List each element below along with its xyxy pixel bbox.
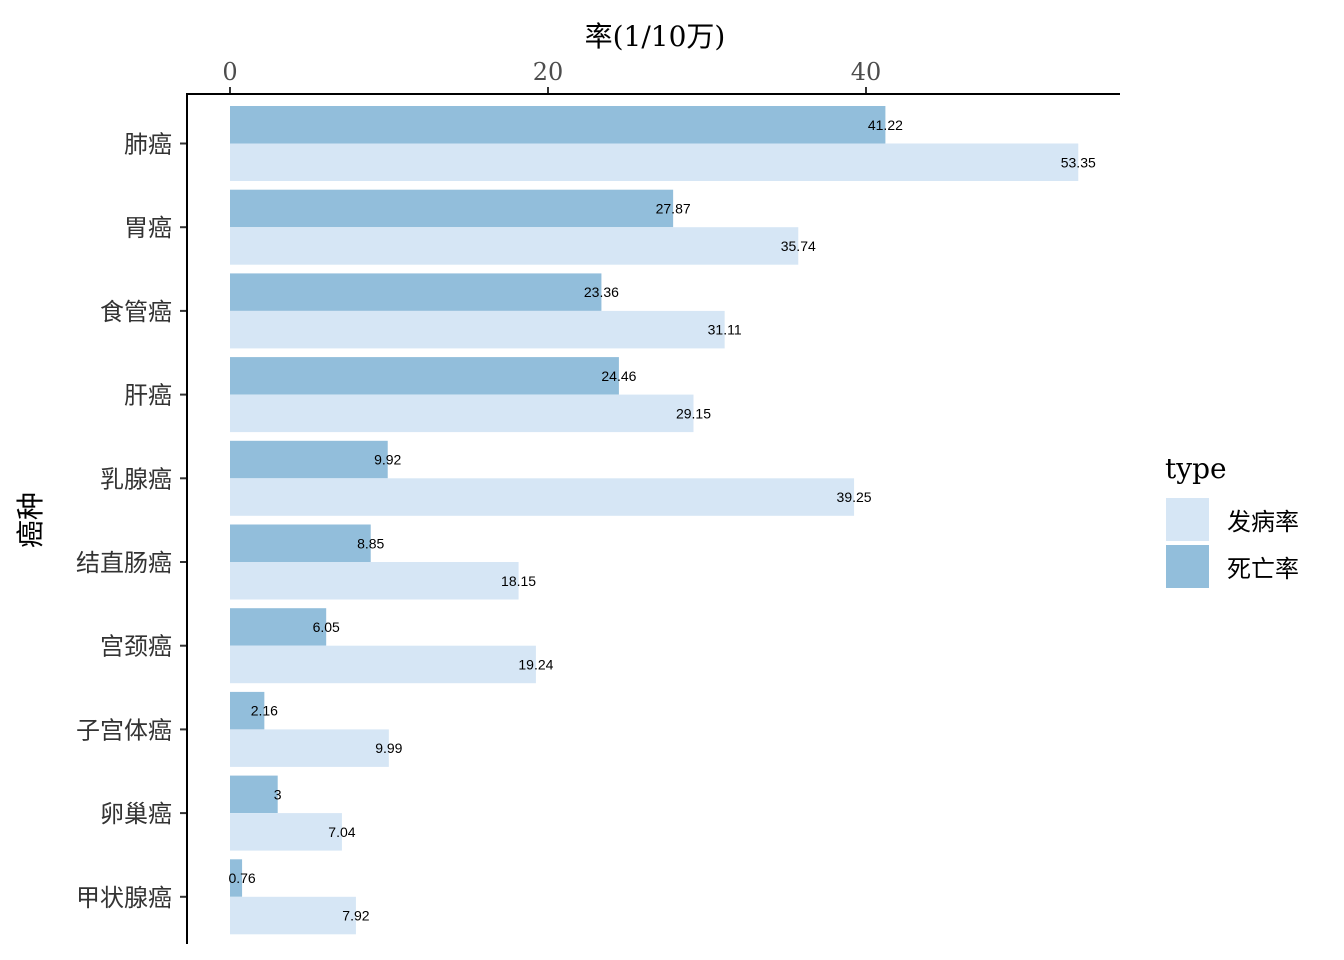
bar-incidence: [230, 310, 725, 349]
data-label-incidence: 31.11: [708, 322, 742, 338]
bar-incidence: [230, 645, 536, 684]
bar-mortality: [230, 106, 886, 144]
data-label-mortality: 3: [274, 786, 282, 802]
x-tick-label: 40: [851, 58, 882, 86]
data-label-mortality: 0.76: [228, 870, 255, 886]
bar-mortality: [230, 189, 674, 228]
category-label: 结直肠癌: [76, 549, 172, 577]
y-axis-title: 癌种: [14, 492, 47, 548]
category-label: 宫颈癌: [100, 633, 172, 661]
bar-mortality: [230, 357, 619, 395]
bar-incidence: [230, 896, 356, 935]
data-label-incidence: 35.74: [781, 238, 816, 254]
legend-swatch-incidence: [1166, 498, 1209, 541]
data-label-incidence: 19.24: [518, 656, 553, 672]
data-label-incidence: 7.04: [328, 824, 355, 840]
bar-incidence: [230, 227, 799, 265]
data-label-mortality: 41.22: [868, 117, 903, 133]
data-label-mortality: 23.36: [584, 284, 619, 300]
data-label-incidence: 9.99: [375, 740, 402, 756]
data-label-mortality: 8.85: [357, 535, 384, 551]
legend-swatch-mortality: [1166, 545, 1209, 588]
category-label: 肝癌: [124, 382, 172, 410]
category-label: 卵巢癌: [100, 800, 172, 828]
legend-title: type: [1165, 452, 1227, 485]
data-label-mortality: 9.92: [374, 452, 401, 468]
legend: type 发病率 死亡率: [1165, 452, 1299, 588]
x-tick-label: 0: [222, 58, 237, 86]
bar-mortality: [230, 273, 602, 311]
bar-mortality: [230, 691, 265, 730]
bar-mortality: [230, 440, 388, 479]
data-label-mortality: 2.16: [251, 703, 278, 719]
data-label-mortality: 24.46: [601, 368, 636, 384]
bars: [230, 106, 1079, 935]
category-label: 甲状腺癌: [76, 884, 172, 912]
bar-incidence: [230, 562, 519, 600]
data-label-incidence: 53.35: [1061, 154, 1096, 170]
data-label-incidence: 39.25: [837, 489, 872, 505]
x-axis-title: 率(1/10万): [585, 20, 726, 53]
data-labels: 41.22 53.35 27.87 35.74 23.36 31.11 24.46 29.15…: [228, 117, 1096, 924]
legend-label-mortality: 死亡率: [1227, 555, 1299, 583]
data-label-mortality: 6.05: [313, 619, 340, 635]
category-label: 乳腺癌: [100, 465, 172, 493]
x-axis-ticks: 0 20 40: [222, 58, 881, 94]
bar-incidence: [230, 729, 389, 767]
bar-mortality: [230, 524, 371, 562]
legend-label-incidence: 发病率: [1227, 508, 1299, 536]
bar-mortality: [230, 775, 278, 814]
category-label: 食管癌: [100, 298, 172, 326]
x-tick-label: 20: [533, 58, 564, 86]
data-label-incidence: 7.92: [342, 908, 369, 924]
category-label: 肺癌: [124, 131, 172, 159]
data-label-mortality: 27.87: [656, 200, 691, 216]
data-label-incidence: 18.15: [501, 573, 536, 589]
bar-incidence: [230, 394, 694, 433]
category-label: 胃癌: [124, 214, 172, 242]
bar-mortality: [230, 859, 243, 897]
bar-mortality: [230, 608, 327, 646]
category-label: 子宫体癌: [76, 716, 172, 744]
data-label-incidence: 29.15: [676, 405, 711, 421]
bar-incidence: [230, 478, 855, 516]
bar-incidence: [230, 813, 342, 851]
bar-incidence: [230, 143, 1079, 181]
